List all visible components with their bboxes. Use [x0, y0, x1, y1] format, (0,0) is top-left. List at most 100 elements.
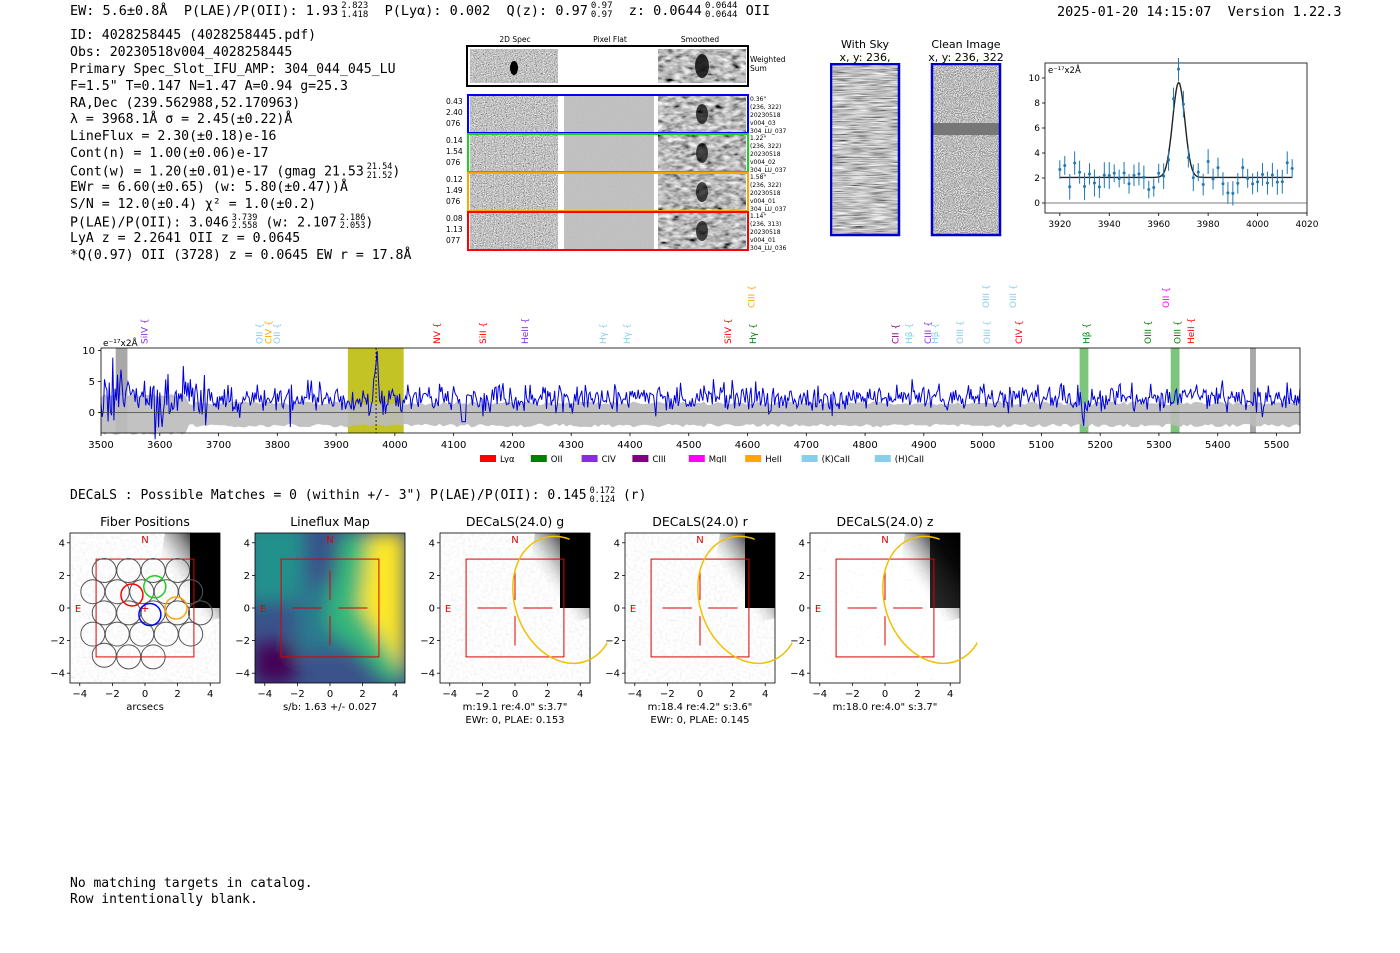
- plae-lo: 1.418: [341, 10, 369, 20]
- qz-hi: 0.97: [590, 1, 613, 11]
- decals-ytick-label: 0: [244, 604, 250, 615]
- decals-xtick-label: −4: [812, 689, 827, 700]
- spectrum-xtick-label: 5500: [1264, 440, 1289, 451]
- footer-line1: No matching targets in catalog.: [70, 876, 313, 891]
- fit-data-point: [1152, 186, 1156, 190]
- legend-label: CIV: [602, 455, 616, 463]
- fiber-circle: [178, 621, 204, 647]
- fit-ytick-label: 8: [1034, 99, 1040, 109]
- legend-label: CIII: [652, 455, 665, 463]
- decals-ytick-label: −4: [790, 669, 805, 680]
- cutout-right-label: 304_LU_036: [750, 245, 787, 252]
- spectrum-xtick-label: 4900: [911, 440, 936, 451]
- spectrum-line-label: Hγ {: [749, 323, 759, 344]
- weighted-label-1: Weighted: [750, 55, 786, 64]
- spectrum-line-label: CIII {: [924, 321, 934, 344]
- decals-ytick-label: 2: [429, 571, 435, 582]
- fit-data-point: [1122, 171, 1126, 175]
- decals-header-text: DECaLS : Possible Matches = 0 (within +/…: [70, 488, 587, 503]
- fit-data-point: [1221, 182, 1225, 186]
- center-marker: +: [140, 602, 149, 615]
- info-primary: Primary Spec_Slot_IFU_AMP: 304_044_045_L…: [70, 61, 396, 77]
- legend-swatch: [688, 455, 705, 462]
- fit-data-point: [1083, 184, 1087, 188]
- fit-data-point: [1137, 172, 1141, 176]
- fit-data-point: [1107, 174, 1111, 178]
- decals-ytick-label: −4: [235, 669, 250, 680]
- decals-ytick-label: −4: [605, 669, 620, 680]
- fiber-circle: [140, 644, 166, 670]
- selected-fiber: [120, 583, 144, 607]
- spectrum-line-label: SiIV {: [724, 318, 734, 344]
- footer-line2: Row intentionally blank.: [70, 892, 258, 907]
- info-contw: Cont(w) = 1.20(±0.01)e-17 (gmag 21.53 21.…: [70, 163, 411, 180]
- fit-data-point: [1280, 180, 1284, 184]
- decals-ytick-label: 0: [799, 604, 805, 615]
- fit-ytick-label: 0: [1034, 199, 1040, 209]
- cutout-right-label: 20230518: [750, 151, 781, 158]
- search-box: [465, 558, 565, 658]
- decals-caption-2: EWr: 0, PLAE: 0.153: [465, 715, 564, 726]
- cutout-flat: [564, 96, 654, 132]
- fit-xtick-label: 3960: [1147, 220, 1170, 230]
- cutout-left-label: 0.43: [446, 97, 463, 106]
- fit-data-point: [1181, 102, 1185, 106]
- cutout-left-label: 076: [446, 197, 461, 206]
- cutout-flat: [564, 174, 654, 210]
- version: Version 1.22.3: [1227, 4, 1342, 20]
- decals-xtick-label: 4: [392, 689, 398, 700]
- decals-xtick-label: 4: [577, 689, 583, 700]
- catalog-footer: No matching targets in catalog. Row inten…: [70, 876, 313, 908]
- cutout-right-label: 20230518: [750, 190, 781, 197]
- decals-xtick-label: 2: [174, 689, 180, 700]
- spectrum-line-label: OII {: [256, 323, 266, 344]
- legend-swatch: [581, 455, 598, 462]
- decals-panel-title: Lineflux Map: [290, 514, 370, 529]
- fit-ytick-label: 6: [1034, 124, 1040, 134]
- cutout-right-label: 20230518: [750, 112, 781, 119]
- cutout-peak: [696, 104, 708, 124]
- decals-panels: + N E Fiber Positions −4 −4 −2 −2 0 0 2 2 4 4 arcsecs N…: [50, 514, 980, 726]
- selected-fiber: [138, 602, 162, 627]
- decals-xtick-label: 4: [762, 689, 768, 700]
- decals-ytick-label: 0: [59, 604, 65, 615]
- contw-lo: 21.52: [366, 170, 393, 181]
- cutout-right-label: v004_01: [750, 198, 776, 205]
- search-box: [650, 558, 750, 658]
- qz-lo: 0.97: [590, 10, 613, 20]
- fit-data-point: [1285, 161, 1289, 165]
- spectrum-ytick-label: 0: [89, 408, 95, 419]
- fit-data-point: [1216, 166, 1220, 170]
- decals-caption: m:18.4 re:4.2" s:3.6": [648, 702, 753, 713]
- cutout-2dspec: [470, 174, 558, 210]
- cutout-left-label: 1.49: [446, 186, 463, 195]
- legend-swatch: [480, 455, 496, 462]
- plae-value: P(LAE)/P(OII): 1.93: [183, 3, 339, 19]
- legend-label: (H)CaII: [895, 455, 924, 463]
- galaxy-core: [190, 533, 220, 608]
- cutout-right-label: (236, 322): [750, 182, 781, 189]
- weighted-2dspec-peak: [510, 61, 518, 75]
- decals-xtick-label: −2: [105, 689, 120, 700]
- clean-image-gap: [933, 123, 999, 135]
- plae-hi: 2.823: [341, 1, 369, 11]
- fiber-circle: [178, 579, 204, 605]
- legend-label: (K)CaII: [822, 455, 850, 463]
- col-smoothed: Smoothed: [681, 35, 720, 44]
- north-label: N: [696, 535, 703, 546]
- info-lya: LyA z = 2.2641 OII z = 0.0645: [70, 230, 301, 246]
- plae2-w: (w: 2.107: [265, 215, 337, 231]
- plae2-w-lo: 2.053: [339, 221, 366, 232]
- spectrum-xtick-label: 5300: [1146, 440, 1171, 451]
- spectrum-line-label: NV {: [433, 323, 443, 344]
- spectrum-line-label: Hγ {: [599, 323, 609, 344]
- fit-data-point: [1206, 160, 1210, 164]
- fit-data-point: [1058, 168, 1062, 172]
- fit-data-point: [1087, 172, 1091, 176]
- info-lineflux: LineFlux = 2.30(±0.18)e-16: [70, 129, 277, 145]
- cutout-left-label: 1.54: [446, 147, 463, 156]
- cutout-right-label: 1.22": [750, 135, 766, 142]
- cutout-2dspec: [470, 135, 558, 171]
- decals-ytick-label: 2: [244, 571, 250, 582]
- plya-value: P(Lyα): 0.002: [384, 3, 491, 19]
